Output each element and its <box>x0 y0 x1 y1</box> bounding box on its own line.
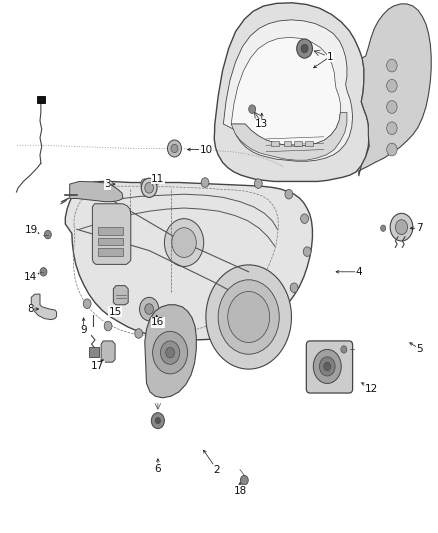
Circle shape <box>387 101 397 114</box>
Circle shape <box>175 332 183 342</box>
Circle shape <box>387 79 397 92</box>
Circle shape <box>166 348 174 358</box>
Circle shape <box>313 350 341 383</box>
Polygon shape <box>31 294 57 320</box>
Circle shape <box>40 268 47 276</box>
Circle shape <box>387 59 397 72</box>
Polygon shape <box>92 204 131 264</box>
Circle shape <box>297 39 312 58</box>
Circle shape <box>83 299 91 309</box>
Polygon shape <box>231 37 340 147</box>
FancyBboxPatch shape <box>99 238 123 245</box>
Circle shape <box>254 179 262 188</box>
Text: 17: 17 <box>91 361 104 372</box>
Circle shape <box>218 280 279 354</box>
Text: 10: 10 <box>199 144 212 155</box>
Polygon shape <box>113 286 128 305</box>
Circle shape <box>140 297 159 321</box>
Circle shape <box>44 230 51 239</box>
Circle shape <box>300 214 308 223</box>
Circle shape <box>145 182 153 193</box>
Circle shape <box>319 357 335 376</box>
Text: 19: 19 <box>25 225 38 236</box>
Circle shape <box>301 44 308 53</box>
Circle shape <box>135 329 143 338</box>
Circle shape <box>290 283 298 293</box>
Circle shape <box>285 189 293 199</box>
Text: 6: 6 <box>155 464 161 473</box>
Polygon shape <box>223 20 353 161</box>
Text: 4: 4 <box>355 267 362 277</box>
Circle shape <box>152 332 187 374</box>
Circle shape <box>151 413 164 429</box>
Circle shape <box>141 178 157 197</box>
Circle shape <box>145 304 153 314</box>
Circle shape <box>171 144 178 153</box>
FancyBboxPatch shape <box>272 141 279 147</box>
Text: 9: 9 <box>80 325 87 335</box>
FancyBboxPatch shape <box>89 347 99 358</box>
FancyBboxPatch shape <box>294 141 302 147</box>
Circle shape <box>155 417 160 424</box>
Polygon shape <box>65 181 312 340</box>
Polygon shape <box>214 3 369 181</box>
Circle shape <box>341 346 347 353</box>
Text: 16: 16 <box>151 317 165 327</box>
Text: 18: 18 <box>233 486 247 496</box>
Text: 7: 7 <box>416 223 422 233</box>
FancyBboxPatch shape <box>305 141 313 147</box>
Circle shape <box>220 325 228 334</box>
Circle shape <box>201 177 209 187</box>
Circle shape <box>141 179 149 188</box>
Polygon shape <box>359 4 431 176</box>
Circle shape <box>249 105 256 114</box>
Text: 3: 3 <box>104 179 111 189</box>
Polygon shape <box>70 181 123 201</box>
Text: 14: 14 <box>24 272 37 282</box>
Circle shape <box>396 220 408 235</box>
Polygon shape <box>145 305 196 398</box>
Circle shape <box>164 219 204 266</box>
Circle shape <box>381 225 386 231</box>
Circle shape <box>160 341 180 365</box>
Circle shape <box>104 321 112 331</box>
Circle shape <box>303 247 311 256</box>
Text: 11: 11 <box>151 174 165 184</box>
Circle shape <box>387 122 397 135</box>
Circle shape <box>172 228 196 257</box>
FancyBboxPatch shape <box>99 227 123 235</box>
Circle shape <box>387 143 397 156</box>
Circle shape <box>206 265 291 369</box>
Circle shape <box>167 140 181 157</box>
Polygon shape <box>101 341 115 362</box>
Circle shape <box>390 213 413 241</box>
Circle shape <box>87 183 95 192</box>
FancyBboxPatch shape <box>37 96 45 103</box>
Polygon shape <box>231 112 347 160</box>
Text: 8: 8 <box>27 304 34 314</box>
Text: 2: 2 <box>213 465 220 474</box>
Text: 13: 13 <box>255 119 268 129</box>
FancyBboxPatch shape <box>306 341 353 393</box>
Text: 12: 12 <box>364 384 378 394</box>
Circle shape <box>228 292 270 343</box>
Circle shape <box>240 475 248 485</box>
Circle shape <box>261 310 269 319</box>
Circle shape <box>324 362 331 370</box>
FancyBboxPatch shape <box>99 248 123 256</box>
Text: 5: 5 <box>417 344 423 354</box>
FancyBboxPatch shape <box>284 141 291 147</box>
Text: 15: 15 <box>109 306 122 317</box>
Text: 1: 1 <box>327 52 334 61</box>
